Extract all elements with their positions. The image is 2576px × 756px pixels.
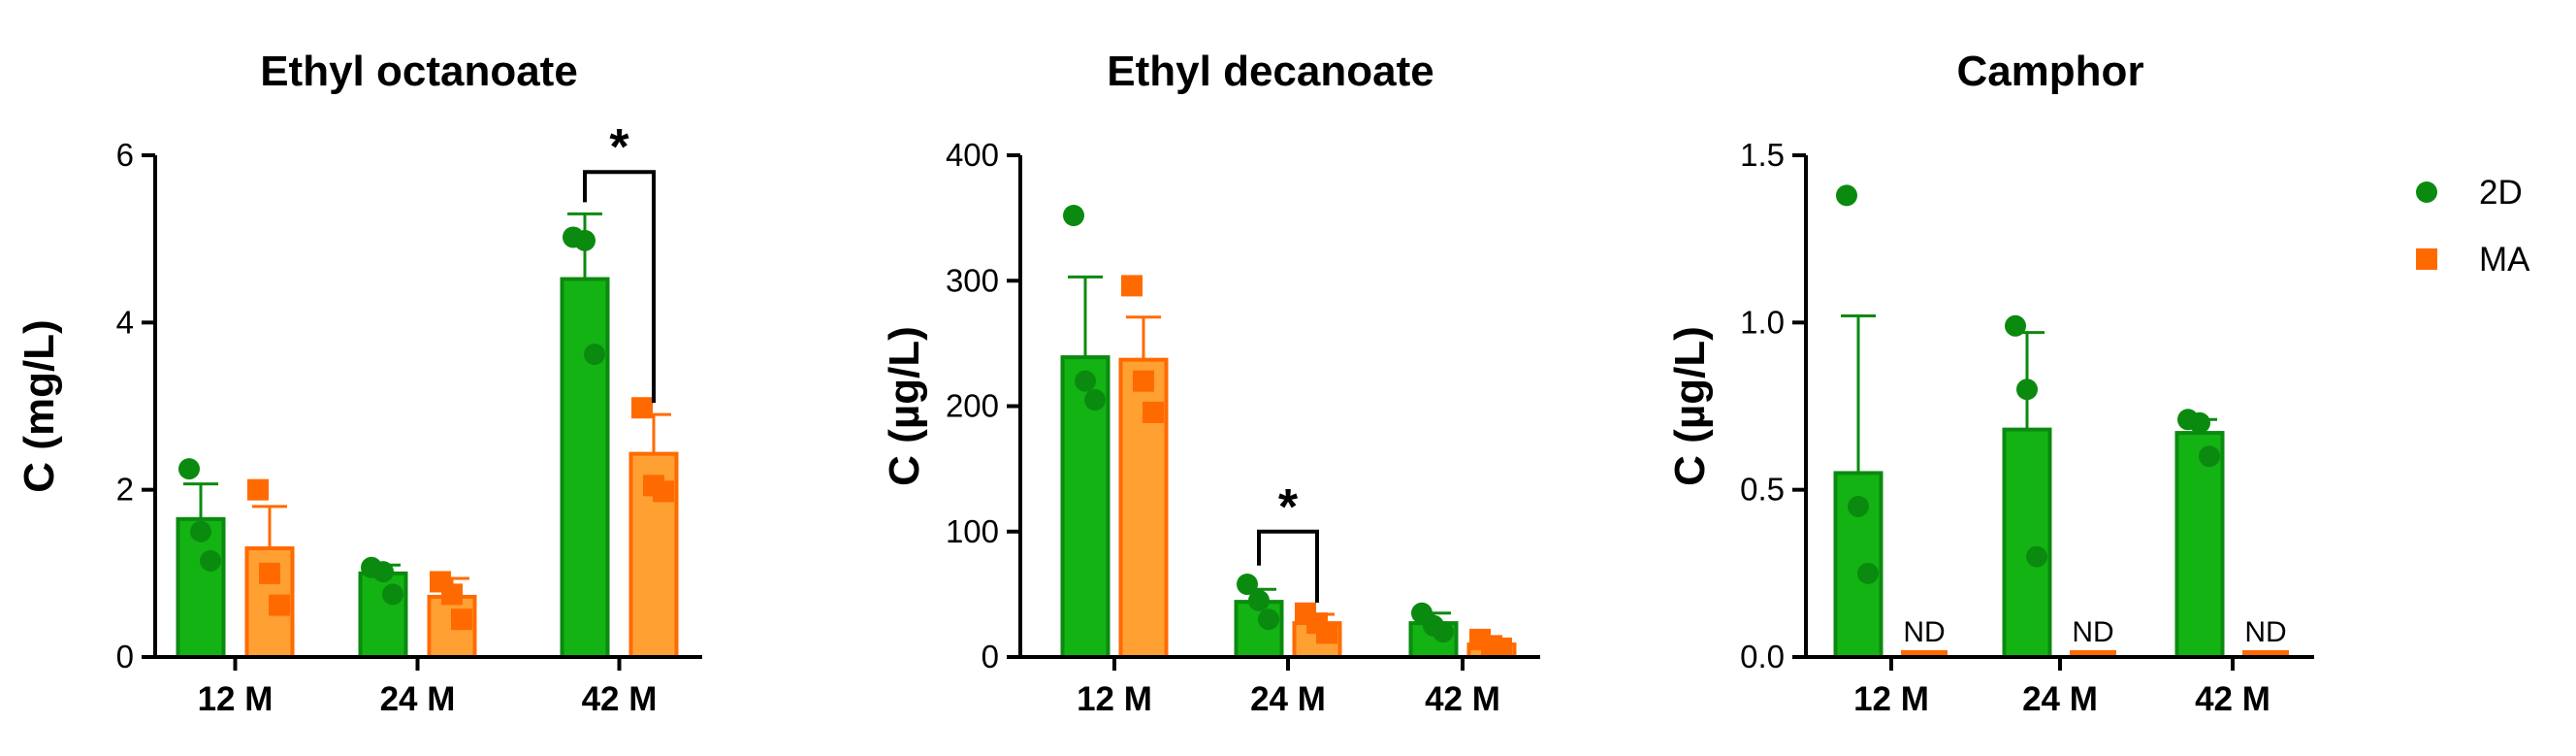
y-axis-label: C (mg/L)	[16, 319, 63, 492]
chart-title: Camphor	[1956, 48, 2143, 95]
point-2d	[1063, 205, 1084, 227]
y-axis-label: C (µg/L)	[881, 326, 928, 486]
y-tick-label: 0	[982, 639, 999, 674]
significance-bracket	[583, 170, 656, 404]
point-ma	[1143, 401, 1164, 423]
y-axis-label: C (µg/L)	[1666, 326, 1714, 486]
point-2d	[2005, 314, 2026, 337]
nd-label: ND	[2244, 616, 2286, 648]
point-ma	[1121, 275, 1143, 297]
point-2d	[1258, 608, 1279, 631]
y-tick-label: 400	[946, 137, 999, 173]
x-tick-label: 24 M	[2022, 680, 2098, 718]
point-ma	[269, 594, 290, 616]
x-tick-label: 42 M	[2195, 680, 2270, 718]
point-2d	[178, 458, 200, 480]
point-2d	[1433, 621, 1454, 643]
point-ma	[631, 397, 653, 419]
point-2d	[574, 229, 596, 251]
point-ma	[1316, 622, 1337, 644]
legend-label-2d: 2D	[2479, 174, 2523, 212]
x-tick-label: 12 M	[1077, 680, 1152, 718]
point-ma	[1491, 637, 1512, 659]
point-2d	[190, 520, 211, 542]
point-ma	[1133, 370, 1154, 392]
point-ma	[451, 608, 472, 631]
bar-2d	[2002, 427, 2052, 660]
point-2d	[382, 583, 403, 606]
chart-panel-1: Ethyl octanoate C (mg/L) * 0 2 4 6 12 M 24 M 42 M	[16, 48, 702, 718]
y-tick-label: 4	[116, 304, 134, 340]
y-tick-label: 0.0	[1740, 639, 1785, 674]
nd-label: ND	[1903, 616, 1945, 648]
y-tick-label: 300	[946, 262, 999, 298]
point-2d	[200, 549, 221, 572]
y-tick-label: 1.5	[1740, 137, 1785, 173]
point-2d	[2026, 545, 2047, 568]
point-2d	[1857, 562, 1879, 584]
bar-2d	[2174, 431, 2225, 659]
y-tick-label: 0.5	[1740, 472, 1785, 508]
y-tick-label: 1.0	[1740, 304, 1785, 340]
chart-panel-3: Camphor C (µg/L) ND ND ND 0.0 0.5 1.0 1.5 12 M 24 …	[1666, 48, 2314, 718]
legend-marker-ma	[2416, 248, 2437, 270]
legend: 2D MA	[2416, 174, 2530, 279]
significance-star: *	[1278, 479, 1299, 536]
legend-label-ma: MA	[2479, 241, 2530, 279]
x-tick-label: 24 M	[380, 680, 456, 718]
chart-title: Ethyl octanoate	[260, 48, 578, 95]
x-tick-label: 42 M	[1425, 680, 1500, 718]
x-tick-label: 12 M	[198, 680, 274, 718]
point-ma	[259, 562, 280, 584]
point-ma	[247, 478, 269, 501]
nd-marker	[1901, 650, 1948, 657]
point-2d	[2199, 445, 2220, 468]
chart-panel-2: Ethyl decanoate C (µg/L) * 0 100 200 300 400 12 …	[881, 48, 1540, 718]
significance-star: *	[609, 119, 629, 176]
point-ma	[441, 583, 463, 606]
y-tick-label: 2	[116, 472, 134, 508]
x-tick-label: 42 M	[582, 680, 658, 718]
point-2d	[1237, 574, 1258, 596]
bar-2d	[560, 277, 610, 659]
y-tick-label: 0	[116, 639, 134, 674]
x-tick-label: 24 M	[1250, 680, 1326, 718]
point-2d	[372, 561, 394, 583]
point-2d	[1836, 184, 1857, 207]
nd-marker	[2242, 650, 2289, 657]
point-2d	[1075, 370, 1096, 392]
y-tick-label: 6	[116, 137, 134, 173]
y-tick-label: 200	[946, 388, 999, 424]
point-2d	[2016, 378, 2038, 401]
legend-marker-2d	[2416, 181, 2437, 203]
point-2d	[584, 344, 605, 366]
point-2d	[2189, 411, 2210, 434]
point-2d	[1848, 495, 1869, 517]
x-tick-label: 12 M	[1853, 680, 1929, 718]
nd-marker	[2070, 650, 2116, 657]
chart-title: Ethyl decanoate	[1107, 48, 1433, 95]
nd-label: ND	[2072, 616, 2113, 648]
point-2d	[1084, 389, 1106, 411]
point-ma	[653, 480, 674, 503]
y-tick-label: 100	[946, 513, 999, 549]
point-2d	[1248, 589, 1270, 611]
significance-bracket	[1257, 529, 1319, 604]
